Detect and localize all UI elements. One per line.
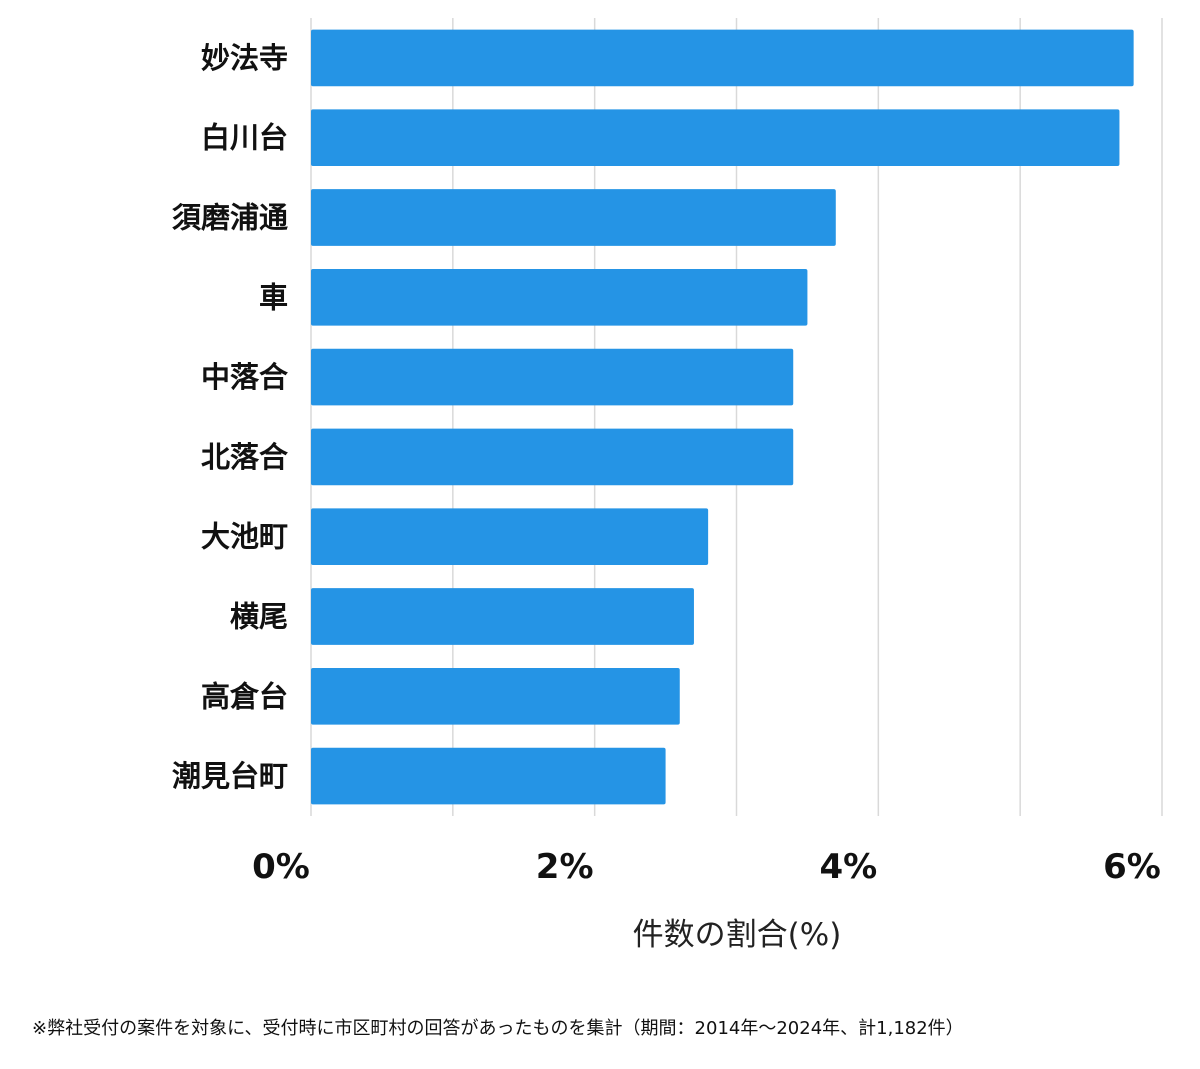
x-tick-labels: 0% 2% 4% 6%	[252, 847, 1161, 887]
bar-妙法寺	[311, 29, 1134, 87]
category-label: 高倉台	[201, 679, 288, 713]
x-tick-label: 6%	[1103, 847, 1161, 887]
bar-車	[311, 268, 808, 326]
category-label: 車	[259, 280, 288, 314]
footnote: ※弊社受付の案件を対象に、受付時に市区町村の回答があったものを集計（期間：201…	[32, 1018, 964, 1039]
x-tick-label: 4%	[819, 847, 877, 887]
category-label: 潮見台町	[172, 759, 288, 793]
category-label: 中落合	[201, 360, 288, 394]
bar-高倉台	[311, 667, 680, 725]
category-label: 妙法寺	[201, 41, 288, 75]
bars	[311, 29, 1134, 805]
x-axis-label: 件数の割合(%)	[633, 917, 842, 953]
bar-白川台	[311, 109, 1120, 167]
bar-中落合	[311, 348, 794, 406]
category-label: 白川台	[201, 121, 288, 155]
x-tick-label: 0%	[252, 847, 310, 887]
bar-潮見台町	[311, 747, 666, 805]
category-label: 須磨浦通	[172, 201, 288, 235]
category-label: 大池町	[201, 520, 288, 554]
bar-須磨浦通	[311, 189, 836, 246]
bar-横尾	[311, 588, 694, 645]
category-label: 横尾	[230, 600, 288, 634]
bar-北落合	[311, 428, 794, 486]
bar-大池町	[311, 508, 709, 566]
x-tick-label: 2%	[536, 847, 594, 887]
category-label: 北落合	[201, 440, 288, 474]
